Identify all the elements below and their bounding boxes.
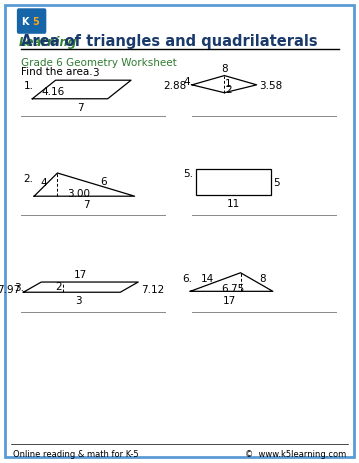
Text: 2: 2 xyxy=(55,281,62,291)
Text: 11: 11 xyxy=(227,198,240,208)
Text: Grade 6 Geometry Worksheet: Grade 6 Geometry Worksheet xyxy=(21,57,177,68)
Text: 17: 17 xyxy=(223,295,236,306)
Text: 14: 14 xyxy=(201,274,214,284)
Text: 5: 5 xyxy=(32,17,39,27)
Text: 3: 3 xyxy=(92,68,98,78)
Text: Area of triangles and quadrilaterals: Area of triangles and quadrilaterals xyxy=(21,34,317,49)
Text: 6: 6 xyxy=(101,176,107,187)
Text: 3.: 3. xyxy=(14,282,24,293)
Text: 2: 2 xyxy=(225,85,232,95)
Text: 7: 7 xyxy=(83,200,89,210)
Text: 8: 8 xyxy=(221,64,228,74)
Text: K: K xyxy=(22,17,29,27)
Text: 4.: 4. xyxy=(183,76,193,87)
Text: 3.00: 3.00 xyxy=(67,189,90,199)
Bar xyxy=(196,170,271,195)
Text: 17: 17 xyxy=(74,269,87,280)
Text: 7.12: 7.12 xyxy=(141,284,164,294)
Text: 4: 4 xyxy=(40,177,47,188)
FancyBboxPatch shape xyxy=(17,9,46,35)
Text: 2.88: 2.88 xyxy=(163,81,187,91)
Text: 1.: 1. xyxy=(23,81,33,91)
Text: 3.58: 3.58 xyxy=(259,81,283,91)
Text: Find the area.: Find the area. xyxy=(21,67,93,77)
Text: Learning: Learning xyxy=(19,36,77,49)
Text: Online reading & math for K-5: Online reading & math for K-5 xyxy=(13,449,138,458)
Text: 5.: 5. xyxy=(183,169,193,179)
Text: 5: 5 xyxy=(273,178,279,188)
Text: 3: 3 xyxy=(75,296,81,306)
Text: 7.97: 7.97 xyxy=(0,284,21,294)
Text: 6.75: 6.75 xyxy=(222,283,245,294)
Text: 2.: 2. xyxy=(23,174,33,184)
Text: ©  www.k5learning.com: © www.k5learning.com xyxy=(245,449,346,458)
Text: 4.16: 4.16 xyxy=(41,87,65,97)
Text: 7: 7 xyxy=(78,103,84,113)
Text: 8: 8 xyxy=(259,274,266,284)
Text: 6.: 6. xyxy=(182,273,192,283)
Text: 1: 1 xyxy=(225,78,232,88)
